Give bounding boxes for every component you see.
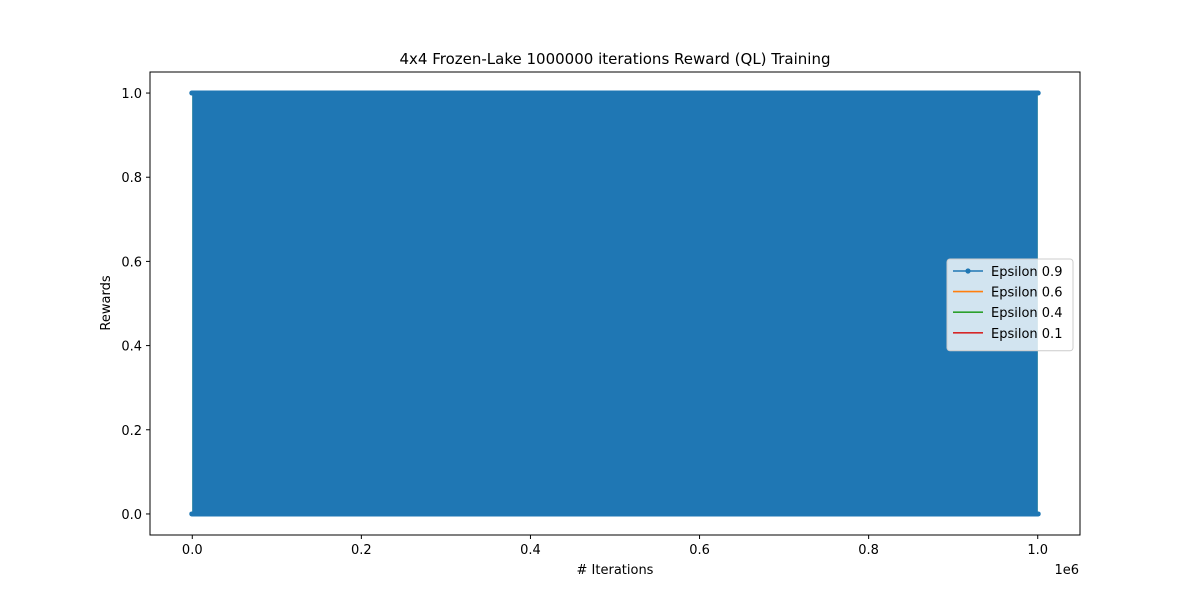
x-tick-label: 0.8 (858, 543, 879, 558)
x-tick-label: 0.2 (351, 543, 372, 558)
series-layer (189, 90, 1041, 517)
series-markers (189, 511, 1041, 517)
chart-title: 4x4 Frozen-Lake 1000000 iterations Rewar… (400, 50, 831, 68)
x-axis: 0.0 0.2 0.4 0.6 0.8 1.0 (182, 535, 1048, 558)
x-tick-label: 0.6 (689, 543, 710, 558)
x-axis-offset-label: 1e6 (1054, 563, 1079, 578)
y-tick-label: 0.2 (121, 424, 142, 439)
series-band (192, 93, 1038, 514)
legend: Epsilon 0.9 Epsilon 0.6 Epsilon 0.4 Epsilon… (946, 258, 1074, 352)
legend-label-epsilon-0-1: Epsilon 0.1 (991, 327, 1062, 342)
legend-box (946, 258, 1074, 352)
y-tick-label: 0.4 (121, 340, 142, 355)
y-axis: 0.0 0.2 0.4 0.6 0.8 1.0 (121, 87, 150, 523)
plot-frame (149, 71, 1081, 536)
x-tick-label: 0.4 (520, 543, 541, 558)
legend-label-epsilon-0-6: Epsilon 0.6 (991, 286, 1062, 301)
y-tick-label: 1.0 (121, 87, 142, 102)
legend-label-epsilon-0-4: Epsilon 0.4 (991, 306, 1062, 321)
y-tick-label: 0.6 (121, 255, 142, 270)
legend-marker-epsilon-0-9 (965, 268, 971, 274)
x-axis-label: # Iterations (577, 563, 654, 578)
y-tick-label: 0.0 (121, 508, 142, 523)
series-markers (189, 90, 1041, 96)
x-tick-label: 1.0 (1027, 543, 1048, 558)
x-tick-label: 0.0 (182, 543, 203, 558)
series-epsilon-0-9 (189, 90, 1041, 517)
legend-label-epsilon-0-9: Epsilon 0.9 (991, 265, 1062, 280)
y-tick-label: 0.8 (121, 171, 142, 186)
y-axis-label: Rewards (99, 275, 114, 330)
